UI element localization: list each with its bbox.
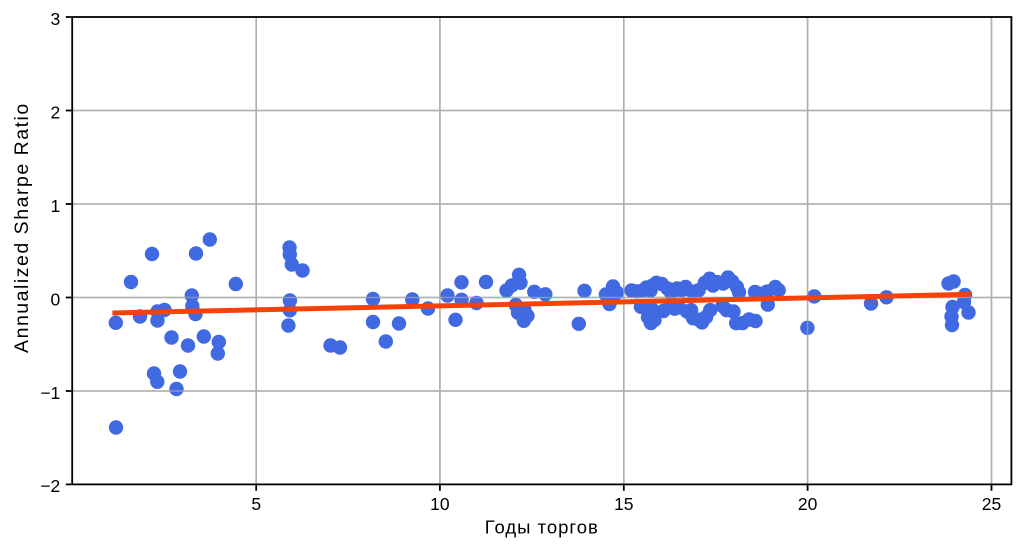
- svg-text:1: 1: [50, 196, 60, 216]
- svg-text:Annualized Sharpe Ratio: Annualized Sharpe Ratio: [11, 102, 33, 353]
- svg-text:−1: −1: [40, 383, 60, 403]
- svg-text:15: 15: [614, 494, 633, 514]
- svg-text:25: 25: [982, 494, 1001, 514]
- svg-text:0: 0: [50, 289, 60, 309]
- svg-text:3: 3: [50, 9, 60, 29]
- svg-text:Годы торгов: Годы торгов: [485, 517, 599, 538]
- svg-text:2: 2: [50, 102, 60, 122]
- svg-text:10: 10: [430, 494, 450, 514]
- svg-text:20: 20: [798, 494, 818, 514]
- svg-text:5: 5: [251, 494, 261, 514]
- svg-text:−2: −2: [40, 476, 60, 496]
